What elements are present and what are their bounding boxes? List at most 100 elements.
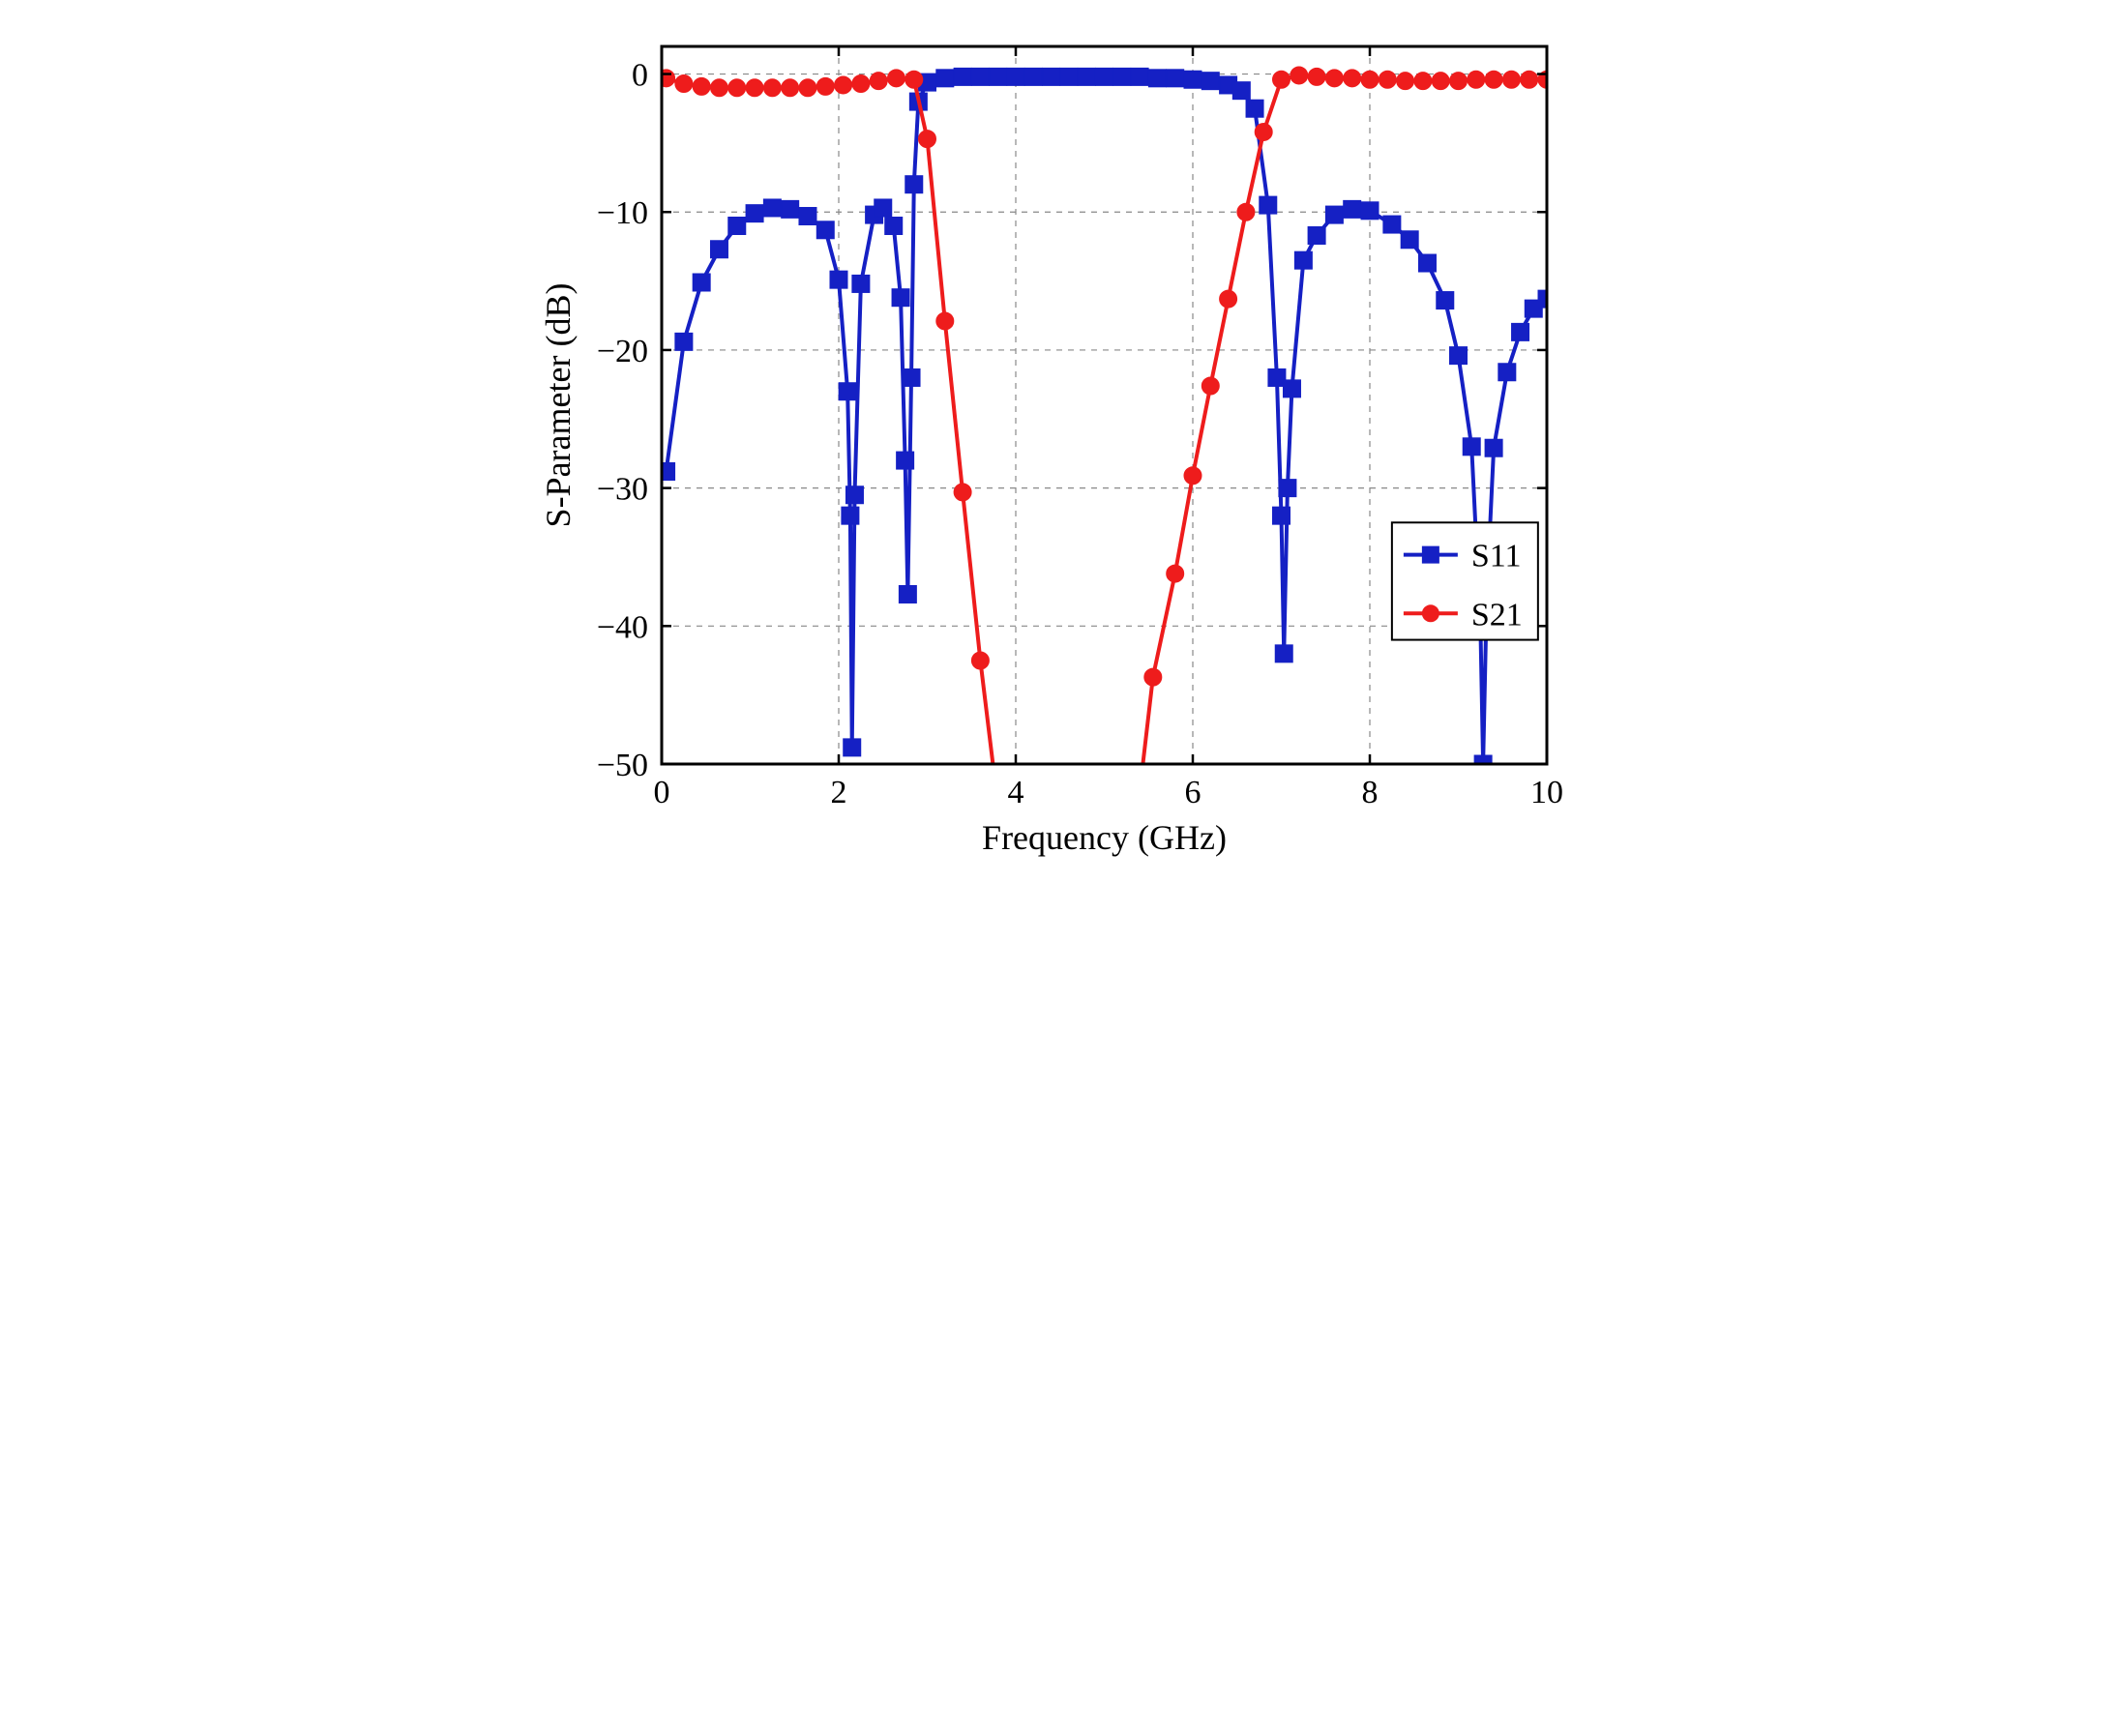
- marker-S11: [1343, 200, 1360, 218]
- marker-S11: [1325, 206, 1343, 223]
- ytick-label: −30: [596, 472, 647, 508]
- marker-S21: [763, 79, 781, 97]
- marker-S11: [935, 70, 953, 87]
- marker-S11: [1184, 71, 1201, 88]
- marker-S11: [1418, 254, 1436, 272]
- marker-S11: [1308, 226, 1325, 244]
- marker-S11: [1259, 196, 1276, 214]
- marker-S11: [1024, 68, 1042, 85]
- marker-S11: [1294, 251, 1312, 269]
- marker-S21: [746, 79, 763, 97]
- xtick-label: 6: [1184, 775, 1201, 810]
- marker-S11: [1112, 68, 1130, 85]
- marker-S11: [1232, 82, 1250, 100]
- marker-S11: [845, 486, 863, 504]
- marker-S21: [1343, 70, 1360, 87]
- marker-S11: [1275, 645, 1292, 662]
- marker-S21: [1449, 73, 1467, 90]
- marker-S21: [816, 77, 834, 95]
- marker-S11: [781, 200, 798, 218]
- marker-S11: [896, 452, 913, 469]
- marker-S21: [834, 76, 851, 94]
- marker-S21: [674, 75, 692, 93]
- marker-S21: [954, 484, 971, 501]
- ytick-label: −40: [596, 609, 647, 645]
- marker-S11: [763, 199, 781, 217]
- legend-label: S11: [1470, 539, 1521, 574]
- legend-label: S21: [1470, 597, 1522, 633]
- marker-S11: [884, 218, 902, 235]
- marker-S21: [1255, 123, 1272, 140]
- marker-S11: [1278, 480, 1295, 497]
- marker-S11: [954, 68, 971, 85]
- marker-S21: [851, 75, 869, 93]
- marker-S11: [1463, 438, 1480, 456]
- marker-S11: [798, 208, 816, 225]
- marker-S21: [905, 71, 922, 88]
- marker-S11: [1436, 292, 1453, 309]
- marker-S11: [843, 739, 860, 756]
- xlabel: Frequency (GHz): [982, 818, 1227, 857]
- marker-S11: [899, 585, 916, 603]
- marker-S11: [1007, 68, 1024, 85]
- marker-S11: [1401, 231, 1418, 249]
- marker-S21: [1184, 467, 1201, 485]
- marker-S21: [798, 79, 816, 97]
- marker-S11: [1449, 347, 1467, 365]
- marker-S11: [1059, 68, 1077, 85]
- legend-marker: [1421, 546, 1439, 564]
- marker-S21: [1201, 377, 1219, 395]
- marker-S11: [830, 271, 847, 288]
- marker-S21: [1485, 71, 1502, 88]
- marker-S21: [727, 79, 745, 97]
- marker-S11: [1283, 380, 1300, 397]
- ytick-label: 0: [632, 58, 648, 94]
- marker-S11: [892, 289, 909, 307]
- marker-S11: [1042, 68, 1059, 85]
- ytick-label: −10: [596, 195, 647, 231]
- marker-S21: [887, 70, 905, 87]
- marker-S21: [918, 131, 935, 148]
- marker-S11: [1166, 70, 1183, 87]
- ylabel: S-Parameter (dB): [539, 283, 578, 528]
- xtick-label: 8: [1361, 775, 1378, 810]
- marker-S11: [1201, 73, 1219, 90]
- marker-S21: [1361, 71, 1379, 88]
- marker-S21: [1520, 71, 1537, 88]
- marker-S11: [1272, 507, 1290, 524]
- legend-marker: [1421, 604, 1439, 622]
- marker-S21: [710, 79, 727, 97]
- marker-S11: [841, 507, 858, 524]
- marker-S11: [1246, 100, 1263, 117]
- marker-S21: [1290, 67, 1307, 84]
- marker-S11: [989, 68, 1006, 85]
- marker-S11: [693, 274, 710, 291]
- xtick-label: 10: [1530, 775, 1563, 810]
- marker-S21: [1413, 73, 1431, 90]
- xtick-label: 4: [1007, 775, 1023, 810]
- xtick-label: 2: [830, 775, 846, 810]
- marker-S21: [1272, 71, 1290, 88]
- marker-S21: [781, 79, 798, 97]
- marker-S21: [1166, 565, 1183, 582]
- marker-S11: [971, 68, 989, 85]
- marker-S11: [1498, 364, 1515, 381]
- marker-S21: [1502, 71, 1520, 88]
- marker-S21: [1379, 71, 1396, 88]
- marker-S21: [1325, 70, 1343, 87]
- ytick-label: −20: [596, 334, 647, 369]
- marker-S11: [903, 368, 920, 386]
- marker-S21: [1308, 68, 1325, 85]
- marker-S21: [1396, 73, 1413, 90]
- marker-S11: [746, 205, 763, 222]
- marker-S21: [870, 73, 887, 90]
- sparam-chart: 0246810−50−40−30−20−100Frequency (GHz)S-…: [531, 19, 1576, 880]
- marker-S21: [1143, 668, 1161, 686]
- marker-S21: [1467, 71, 1484, 88]
- marker-S21: [1432, 73, 1449, 90]
- marker-S11: [674, 333, 692, 350]
- marker-S21: [1236, 203, 1254, 221]
- ytick-label: −50: [596, 748, 647, 783]
- marker-S11: [1078, 68, 1095, 85]
- marker-S11: [905, 176, 922, 193]
